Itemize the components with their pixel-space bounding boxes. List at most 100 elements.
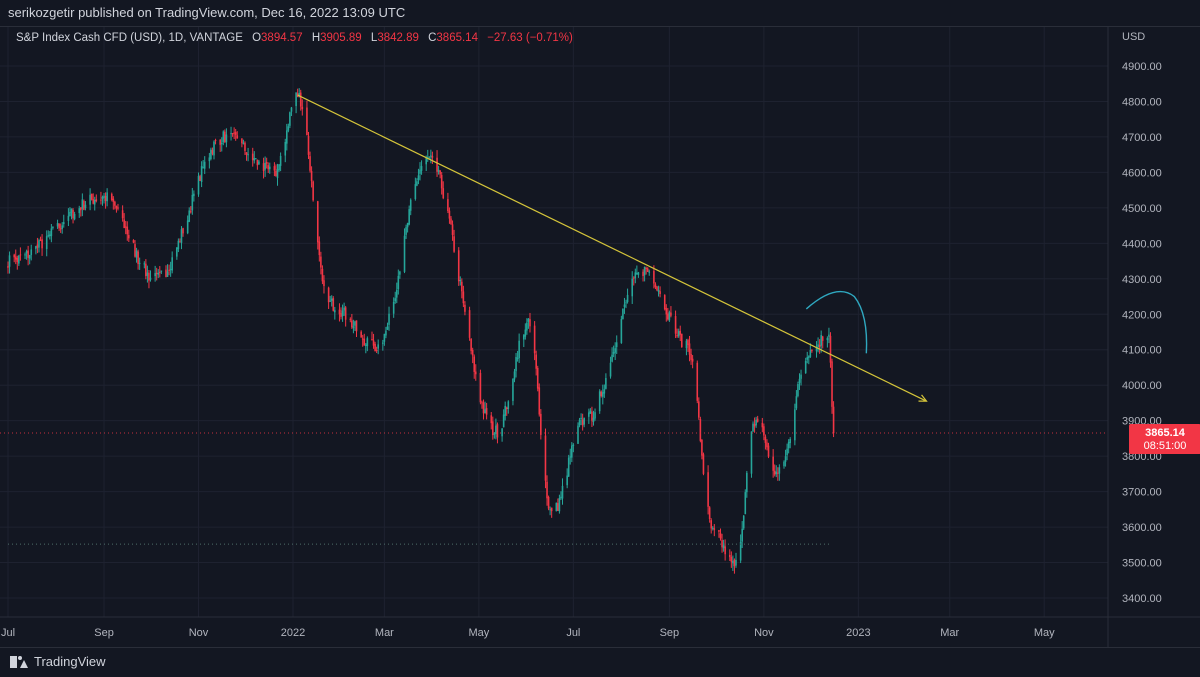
candle-body — [566, 475, 568, 486]
candle-body — [502, 414, 505, 428]
candle-body — [594, 412, 596, 419]
candle-body — [247, 154, 249, 156]
candle-body — [516, 358, 519, 360]
candle-body — [569, 456, 572, 458]
candle-body — [349, 318, 352, 320]
candle-body — [155, 272, 158, 274]
candle-body — [13, 254, 15, 258]
candle-body — [829, 335, 832, 363]
candle-body — [69, 211, 71, 217]
candle-body — [807, 356, 810, 358]
candle-body — [515, 356, 517, 372]
candle-body — [526, 322, 528, 331]
candle-body — [696, 362, 699, 401]
tradingview-brand[interactable]: TradingView — [10, 654, 106, 669]
candle-body — [385, 330, 387, 336]
candle-body — [428, 156, 431, 158]
candle-body — [763, 426, 765, 436]
candle-body — [482, 402, 485, 414]
candle-body — [504, 405, 507, 416]
candle-body — [180, 229, 183, 243]
candle-body — [72, 209, 74, 219]
candle-body — [394, 298, 397, 302]
candle-body — [273, 166, 276, 171]
candle-body — [265, 162, 268, 164]
candle-body — [343, 307, 345, 311]
candle-body — [416, 181, 418, 186]
candle-body — [306, 107, 308, 136]
y-tick-label: 4800.00 — [1122, 96, 1162, 108]
candle-body — [234, 132, 237, 135]
candle-body — [698, 401, 700, 418]
chart-area[interactable]: USD 4900.00 4800.00 4700.00 4600.00 4500.00 44… — [0, 27, 1200, 647]
candle-body — [645, 267, 647, 269]
candle-body — [59, 228, 62, 230]
candle-body — [772, 456, 774, 471]
candle-body — [756, 418, 759, 422]
grid-lines — [0, 27, 1108, 617]
candle-body — [329, 300, 331, 302]
candle-body — [189, 211, 192, 213]
candle-body — [309, 156, 311, 171]
candle-body — [674, 316, 677, 334]
candle-body — [484, 409, 486, 414]
candle-body — [626, 294, 629, 303]
candle-body — [78, 208, 81, 214]
candle-body — [620, 319, 623, 343]
candle-body — [123, 219, 125, 229]
candle-body — [547, 496, 550, 509]
candle-body — [106, 192, 108, 202]
candle-body — [632, 277, 635, 279]
currency-label: USD — [1122, 31, 1145, 43]
candle-body — [643, 266, 646, 276]
drawings — [0, 94, 1108, 545]
price-chart[interactable]: USD 4900.00 4800.00 4700.00 4600.00 4500.00 44… — [0, 27, 1200, 647]
candle-body — [501, 428, 503, 437]
candle-body — [298, 92, 300, 96]
candle-body — [642, 271, 644, 277]
candle-body — [708, 507, 711, 519]
candle-body — [301, 106, 304, 110]
candle-body — [659, 291, 661, 294]
candle-body — [420, 166, 423, 171]
candle-body — [804, 360, 807, 374]
candle-body — [464, 304, 466, 312]
candle-body — [49, 234, 51, 237]
x-tick-label: Nov — [189, 627, 209, 639]
candle-body — [622, 308, 624, 320]
candle-body — [45, 236, 48, 249]
candle-body — [341, 310, 344, 317]
candle-body — [479, 372, 482, 403]
candle-body — [701, 440, 703, 456]
candle-body — [145, 263, 147, 277]
candle-body — [310, 171, 313, 181]
close-label: C — [428, 32, 437, 44]
symbol-name: S&P Index Cash CFD (USD), 1D, VANTAGE — [16, 32, 243, 44]
x-tick-label: Nov — [754, 627, 774, 639]
candle-body — [711, 527, 714, 529]
candle-body — [233, 132, 235, 134]
x-tick-label: May — [1034, 627, 1055, 639]
candle-body — [93, 199, 96, 205]
candle-body — [668, 312, 671, 321]
candle-body — [126, 226, 129, 235]
candle-body — [752, 423, 754, 432]
candle-body — [417, 175, 420, 180]
y-tick-label: 3700.00 — [1122, 487, 1162, 499]
x-tick-label: Sep — [660, 627, 680, 639]
symbol-legend: S&P Index Cash CFD (USD), 1D, VANTAGE O3… — [16, 32, 573, 44]
y-tick-label: 3800.00 — [1122, 451, 1162, 463]
candle-body — [544, 435, 547, 481]
y-tick-label: 4000.00 — [1122, 380, 1162, 392]
candle-body — [372, 340, 375, 346]
candle-body — [110, 193, 113, 200]
candle-body — [588, 412, 590, 417]
candle-body — [366, 338, 369, 347]
candle-body — [165, 269, 167, 278]
candle-body — [767, 445, 770, 457]
candle-body — [431, 155, 434, 158]
candle-body — [625, 302, 627, 304]
last-price-value: 3865.14 — [1145, 427, 1186, 439]
candle-body — [557, 503, 559, 511]
candle-body — [134, 244, 136, 257]
